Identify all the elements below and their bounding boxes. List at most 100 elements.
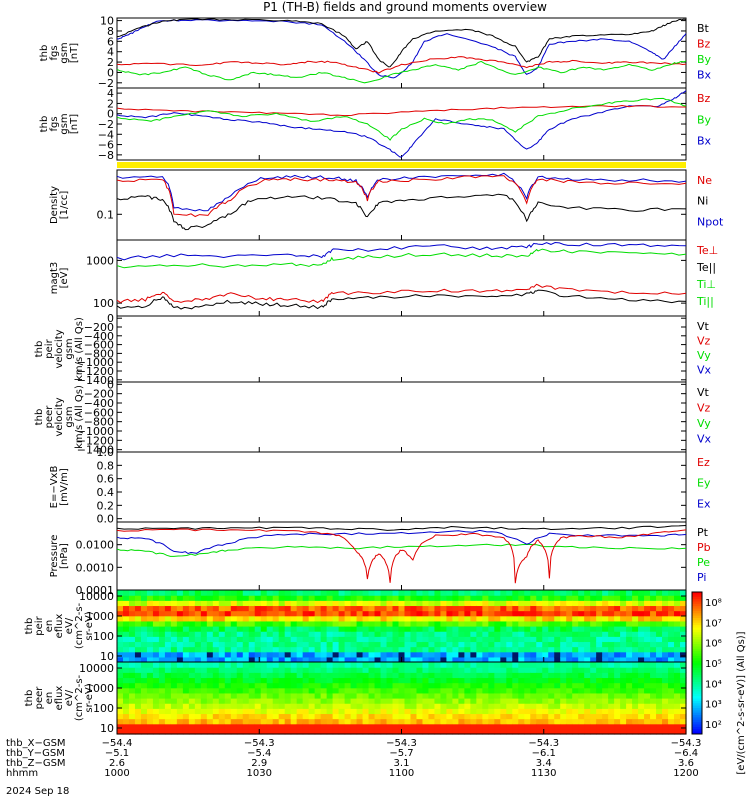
peir_en-cell [668, 595, 675, 601]
peir_en-cell [650, 590, 657, 596]
efield-legend-2: Ex [697, 497, 711, 510]
peer_en-cell [560, 708, 567, 715]
peir_en-cell [218, 656, 226, 663]
peir_en-cell [296, 595, 304, 601]
peer_en-cell [416, 667, 424, 673]
peir_en-cell [176, 646, 184, 653]
peer_en-cell [284, 708, 292, 715]
peir_en-cell [500, 590, 507, 596]
peir_en-cell [344, 605, 352, 612]
peer_en-cell [236, 723, 244, 730]
peir_en-cell [572, 631, 579, 637]
peir_en-cell [212, 651, 220, 658]
peir_en-cell [434, 626, 442, 632]
peer_en-cell [236, 708, 244, 715]
peir_en-cell [674, 615, 681, 622]
peir_en-cell [650, 656, 657, 663]
peir_en-cell [464, 656, 471, 663]
peer_en-cell [560, 677, 567, 684]
peir_en-cell [308, 646, 316, 653]
peir_en-cell [194, 605, 202, 612]
peir_en-cell [290, 605, 298, 612]
peir_en-ylabel: eflux [54, 614, 65, 639]
peir_en-cell [572, 590, 579, 596]
peer_en-cell [326, 682, 334, 689]
peer_en-cell [554, 677, 561, 684]
peer_en-cell [620, 703, 627, 709]
peer_en-cell [320, 672, 328, 679]
peer_en-cell [536, 672, 543, 679]
peir_en-cell [206, 610, 214, 617]
xaxis-value: 2.6 [109, 758, 125, 769]
peir_en-cell [350, 636, 358, 643]
peer_en-cell [596, 687, 603, 694]
peir_en-cell [440, 641, 448, 648]
peer_en-cell [464, 687, 471, 694]
peir_en-cell [242, 651, 250, 658]
peir_en-cell [320, 646, 328, 653]
peer_en-cell [194, 672, 202, 679]
peir_en-cell [200, 615, 208, 622]
peer_en-cell [506, 723, 513, 730]
peir_en-cell [386, 636, 394, 643]
peer_en-cell [512, 692, 519, 699]
peer_en-cell [164, 723, 172, 730]
peir_en-cell [410, 595, 418, 601]
peer_en-cell [524, 703, 531, 709]
pressure-ytick-label: 0.0010 [76, 561, 115, 574]
peer_en-cell [656, 708, 663, 715]
peir_en-cell [338, 615, 346, 622]
peir_en-cell [488, 636, 495, 643]
peer_en-cell [656, 718, 663, 725]
peer_en-cell [620, 708, 627, 715]
peer_en-cell [248, 692, 256, 699]
peir_en-cell [146, 600, 154, 607]
peer_en-cell [194, 713, 202, 720]
peer_en-cell [584, 703, 591, 709]
peir_en-cell [578, 610, 585, 617]
peer_en-cell [326, 692, 334, 699]
peer_en-cell [446, 698, 454, 704]
peir_en-cell [314, 595, 322, 601]
peer_en-cell [290, 667, 298, 673]
peir_en-cell [374, 626, 382, 632]
peir_en-cell [290, 595, 298, 601]
peer_en-cell [117, 718, 124, 725]
peir_en-cell [494, 620, 501, 627]
temperature-legend-3: Ti|| [696, 295, 714, 308]
peer_en-cell [200, 723, 208, 730]
peer_en-cell [158, 703, 166, 709]
peir_en-cell [626, 626, 633, 632]
peer_en-cell [542, 662, 549, 668]
peer_en-cell [356, 713, 364, 720]
peer_en-cell [200, 667, 208, 673]
peer_en-cell [662, 682, 669, 689]
peir_en-cell [416, 636, 424, 643]
peir_en-cell [572, 641, 579, 648]
colorbar-segment [692, 634, 702, 638]
peer_en-cell [188, 728, 196, 735]
peer_en-cell [620, 692, 627, 699]
peir_en-cell [188, 595, 196, 601]
peir_en-cell [440, 605, 448, 612]
peer_en-cell [404, 728, 412, 735]
peer_en-cell [278, 687, 286, 694]
peer_en-cell [332, 672, 340, 679]
peir_en-cell [656, 636, 663, 643]
peer_en-cell [668, 708, 675, 715]
peir_en-cell [212, 590, 220, 596]
density-series-Ni [116, 193, 687, 231]
fgs-series-By [116, 60, 687, 84]
peir_en-cell [548, 626, 555, 632]
peir_en-cell [458, 631, 465, 637]
peer_en-cell [638, 682, 645, 689]
peir_en-cell [374, 595, 382, 601]
peir_en-cell [668, 610, 675, 617]
peer_en-cell [117, 708, 124, 715]
peer_en-cell [680, 667, 687, 673]
peir_en-cell [320, 631, 328, 637]
peer_en-cell [380, 692, 388, 699]
peer_en-cell [278, 692, 286, 699]
peer_en-cell [230, 713, 238, 720]
peir_en-cell [380, 610, 388, 617]
